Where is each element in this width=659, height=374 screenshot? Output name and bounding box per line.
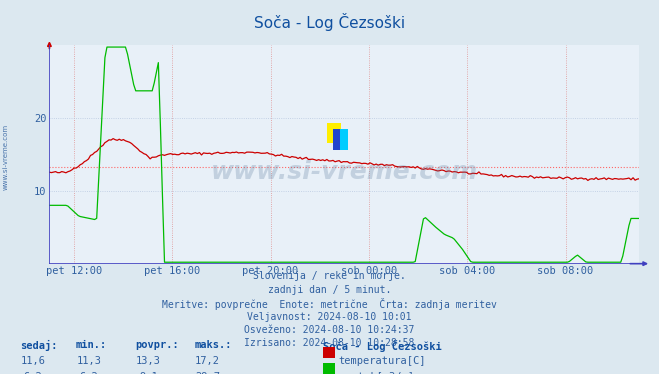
Text: zadnji dan / 5 minut.: zadnji dan / 5 minut. — [268, 285, 391, 295]
Text: temperatura[C]: temperatura[C] — [339, 356, 426, 366]
Text: Slovenija / reke in morje.: Slovenija / reke in morje. — [253, 271, 406, 281]
Text: www.si-vreme.com: www.si-vreme.com — [211, 160, 478, 184]
Text: 6,2: 6,2 — [24, 372, 42, 374]
Text: povpr.:: povpr.: — [135, 340, 179, 350]
Text: Meritve: povprečne  Enote: metrične  Črta: zadnja meritev: Meritve: povprečne Enote: metrične Črta:… — [162, 298, 497, 310]
Text: sedaj:: sedaj: — [20, 340, 57, 351]
Text: 29,7: 29,7 — [195, 372, 220, 374]
Text: Osveženo: 2024-08-10 10:24:37: Osveženo: 2024-08-10 10:24:37 — [244, 325, 415, 335]
Text: Izrisano: 2024-08-10 10:28:58: Izrisano: 2024-08-10 10:28:58 — [244, 338, 415, 349]
Text: pretok[m3/s]: pretok[m3/s] — [339, 372, 414, 374]
Text: min.:: min.: — [76, 340, 107, 350]
Text: 13,3: 13,3 — [136, 356, 161, 366]
Text: Soča - Log Čezsoški: Soča - Log Čezsoški — [323, 340, 442, 352]
Text: 9,1: 9,1 — [139, 372, 158, 374]
Text: 11,3: 11,3 — [76, 356, 101, 366]
Text: 11,6: 11,6 — [20, 356, 45, 366]
Text: Veljavnost: 2024-08-10 10:01: Veljavnost: 2024-08-10 10:01 — [247, 312, 412, 322]
Text: maks.:: maks.: — [194, 340, 232, 350]
Text: 17,2: 17,2 — [195, 356, 220, 366]
Text: 6,2: 6,2 — [80, 372, 98, 374]
Text: www.si-vreme.com: www.si-vreme.com — [2, 124, 9, 190]
Text: Soča - Log Čezsoški: Soča - Log Čezsoški — [254, 13, 405, 31]
